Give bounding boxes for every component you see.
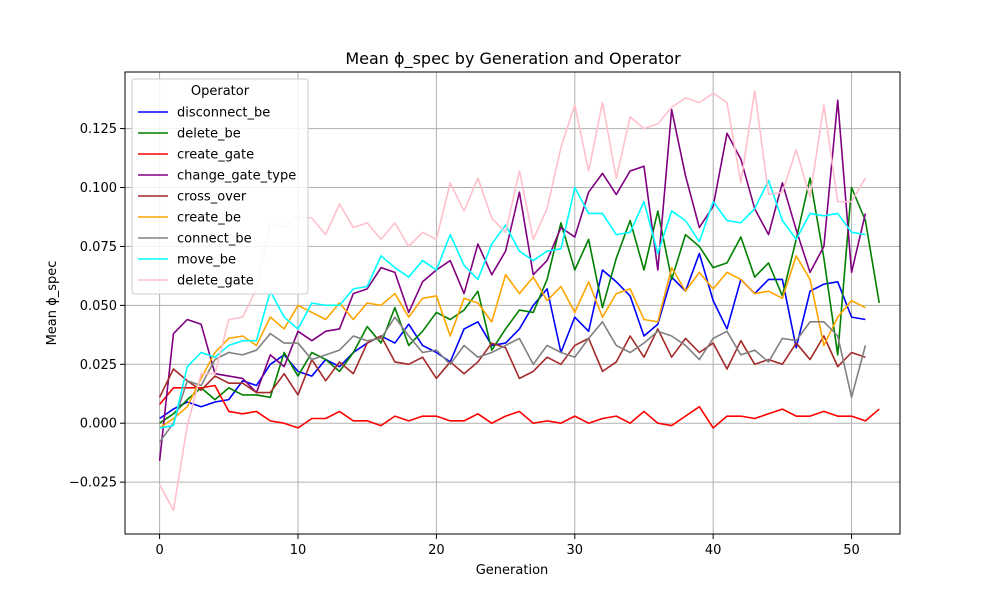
legend-label-create-gate: create_gate (177, 148, 254, 163)
legend-label-disconnect-be: disconnect_be (177, 106, 270, 121)
y-tick-label: 0.075 (80, 240, 117, 255)
legend-label-delete-be: delete_be (177, 127, 241, 142)
y-tick-label: 0.000 (80, 417, 117, 432)
x-tick-label: 40 (705, 543, 722, 558)
x-tick-label: 10 (290, 543, 307, 558)
series-lines (158, 90, 881, 512)
series-line-move-be (159, 179, 866, 429)
series-line-delete-be (159, 177, 881, 424)
series-line-create-gate (158, 384, 880, 429)
y-axis-label: Mean ϕ_spec (45, 261, 60, 346)
x-tick-label: 30 (567, 543, 584, 558)
series-line-create-be (159, 255, 866, 429)
plot-frame (124, 71, 901, 535)
legend-label-change-gate-type: change_gate_type (177, 169, 296, 184)
series-line-change-gate-type (158, 99, 867, 462)
legend-box (131, 78, 309, 295)
x-axis-label: Generation (476, 563, 549, 578)
x-tick-label: 20 (428, 543, 445, 558)
y-axis-ticks: −0.025 0.000 0.025 0.050 0.075 0.100 0.125 (69, 122, 125, 491)
legend-label-delete-gate: delete_gate (177, 274, 254, 289)
legend-label-create-be: create_be (177, 211, 241, 226)
legend-label-move-be: move_be (177, 253, 236, 268)
legend: Operator disconnect_be delete_be create_ga… (131, 78, 309, 295)
y-tick-label: 0.100 (80, 181, 117, 196)
legend-title: Operator (191, 84, 250, 99)
legend-label-cross-over: cross_over (177, 190, 247, 205)
x-axis-ticks: 0 10 20 30 40 50 (155, 534, 860, 558)
y-tick-label: 0.025 (80, 358, 117, 373)
chart-title: Mean ϕ_spec by Generation and Operator (345, 49, 681, 69)
legend-label-connect-be: connect_be (177, 232, 252, 247)
x-tick-label: 50 (843, 543, 860, 558)
series-line-connect-be (158, 316, 867, 443)
y-tick-label: −0.025 (69, 476, 117, 491)
y-tick-label: 0.050 (80, 299, 117, 314)
y-tick-label: 0.125 (80, 122, 117, 137)
x-tick-label: 0 (155, 543, 163, 558)
